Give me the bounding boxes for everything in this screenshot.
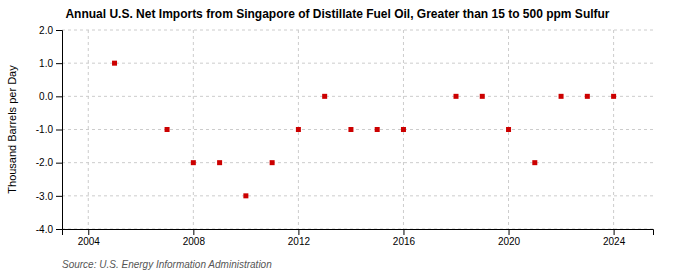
- y-tick-label: -3.0: [36, 191, 54, 202]
- title: Annual U.S. Net Imports from Singapore o…: [65, 7, 609, 21]
- x-tick: 2012: [288, 229, 311, 247]
- y-grid-line: [62, 162, 653, 163]
- y-tick-label: 0.0: [39, 91, 53, 102]
- y-tick-mark: [56, 229, 62, 230]
- y-grid-line: [62, 96, 653, 97]
- x-grid-line: [193, 30, 194, 229]
- y-grid-line: [62, 63, 653, 64]
- y-tick-mark: [56, 130, 62, 131]
- point: [243, 193, 248, 198]
- y-tick: 2.0: [39, 25, 62, 36]
- y-tick: 0.0: [39, 91, 62, 102]
- point: [217, 160, 222, 165]
- x-tick-mark: [193, 229, 194, 235]
- x-tick-mark: [509, 229, 510, 235]
- point: [348, 127, 353, 132]
- plot-area: 2004 2008 2012 2016 2020 2024 -4.0 -3.0 -2.0 -1.0…: [36, 25, 654, 247]
- y-tick: -3.0: [36, 191, 62, 202]
- point: [270, 160, 275, 165]
- point: [296, 127, 301, 132]
- point: [611, 94, 616, 99]
- x-tick: 2008: [183, 229, 206, 247]
- point: [322, 94, 327, 99]
- points: [112, 61, 616, 199]
- point: [480, 94, 485, 99]
- y-tick-mark: [56, 163, 62, 164]
- x-tick: 2024: [603, 229, 626, 247]
- y-tick: 1.0: [39, 58, 62, 69]
- y-grid-line: [62, 129, 653, 130]
- x-axis: 2004 2008 2012 2016 2020 2024: [63, 229, 654, 247]
- point: [506, 127, 511, 132]
- x-tick-label: 2008: [183, 236, 206, 247]
- x-tick-label: 2020: [498, 236, 521, 247]
- x-tick-mark: [614, 229, 615, 235]
- x-tick: 2004: [78, 229, 101, 247]
- x-tick-mark: [403, 229, 404, 235]
- point: [165, 127, 170, 132]
- x-tick-label: 2024: [603, 236, 626, 247]
- x-tick-label: 2016: [393, 236, 416, 247]
- x-grid-line: [613, 30, 614, 229]
- x-tick-label: 2012: [288, 236, 311, 247]
- point: [454, 94, 459, 99]
- y-grid-line: [62, 195, 653, 196]
- y-grid-line: [62, 30, 653, 31]
- x-tick-mark: [88, 229, 89, 235]
- y-tick: -2.0: [36, 157, 62, 168]
- x-tick-mark: [298, 229, 299, 235]
- y-tick-mark: [56, 96, 62, 97]
- x-tick-label: 2004: [78, 236, 101, 247]
- y-tick: -1.0: [36, 124, 62, 135]
- x-axis-line: [63, 230, 654, 236]
- x-tick: 2020: [498, 229, 521, 247]
- y-tick-label: 1.0: [39, 58, 53, 69]
- point: [585, 94, 590, 99]
- grid: [62, 30, 653, 229]
- point: [375, 127, 380, 132]
- point: [112, 61, 117, 66]
- y-tick-label: -1.0: [36, 124, 54, 135]
- y-tick-mark: [56, 196, 62, 197]
- chart: 2004 2008 2012 2016 2020 2024 -4.0 -3.0 -2.0 -1.0…: [0, 0, 675, 275]
- y-axis-line: [56, 31, 63, 230]
- y-tick-mark: [56, 63, 62, 64]
- source: Source: U.S. Energy Information Administ…: [62, 259, 272, 270]
- y-tick: -4.0: [36, 224, 62, 235]
- y-axis-label: Thousand Barrels per Day: [6, 65, 18, 194]
- y-tick-label: -2.0: [36, 157, 54, 168]
- point: [559, 94, 564, 99]
- y-tick-label: -4.0: [36, 224, 54, 235]
- point: [401, 127, 406, 132]
- y-tick-label: 2.0: [39, 25, 53, 36]
- y-axis: -4.0 -3.0 -2.0 -1.0 0.0 1.0 2.0: [36, 25, 63, 235]
- point: [191, 160, 196, 165]
- x-tick: 2016: [393, 229, 416, 247]
- point: [532, 160, 537, 165]
- x-grid-line: [88, 30, 89, 229]
- y-tick-mark: [56, 30, 62, 31]
